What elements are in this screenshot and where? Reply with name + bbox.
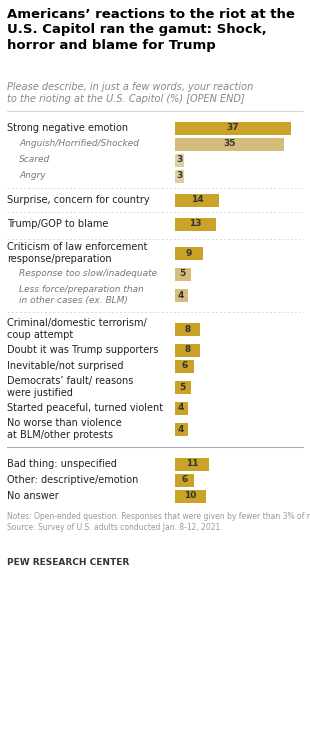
Bar xyxy=(175,457,209,471)
Bar xyxy=(175,246,203,260)
Bar xyxy=(175,169,184,183)
Bar xyxy=(175,489,206,503)
Bar xyxy=(175,422,188,436)
Bar xyxy=(175,343,200,357)
Text: Surprise, concern for country: Surprise, concern for country xyxy=(7,195,150,205)
Bar xyxy=(175,289,188,301)
Text: 35: 35 xyxy=(224,140,236,148)
Bar xyxy=(175,474,194,486)
Bar xyxy=(175,122,291,134)
Bar xyxy=(175,137,284,151)
Text: Bad thing: unspecified: Bad thing: unspecified xyxy=(7,459,117,469)
Bar xyxy=(175,154,184,166)
Bar xyxy=(175,193,219,207)
Text: 37: 37 xyxy=(227,124,239,133)
Text: Started peaceful, turned violent: Started peaceful, turned violent xyxy=(7,403,163,413)
Text: 6: 6 xyxy=(181,362,188,371)
Text: No answer: No answer xyxy=(7,491,59,501)
Text: 3: 3 xyxy=(177,172,183,181)
Text: Trump/GOP to blame: Trump/GOP to blame xyxy=(7,219,108,229)
Text: 13: 13 xyxy=(189,219,202,228)
Bar xyxy=(175,322,200,336)
Text: Democrats’ fault/ reasons
were justified: Democrats’ fault/ reasons were justified xyxy=(7,377,133,398)
Text: 11: 11 xyxy=(186,460,198,468)
Text: Inevitable/not surprised: Inevitable/not surprised xyxy=(7,361,123,371)
Text: 5: 5 xyxy=(180,383,186,392)
Text: 9: 9 xyxy=(186,248,192,257)
Text: 14: 14 xyxy=(191,195,203,204)
Text: Response too slow/inadequate: Response too slow/inadequate xyxy=(19,269,157,278)
Text: Criticism of law enforcement
response/preparation: Criticism of law enforcement response/pr… xyxy=(7,242,148,263)
Bar xyxy=(175,380,191,393)
Text: 4: 4 xyxy=(178,290,184,299)
Text: 10: 10 xyxy=(184,492,197,501)
Text: 3: 3 xyxy=(177,155,183,165)
Text: PEW RESEARCH CENTER: PEW RESEARCH CENTER xyxy=(7,558,129,567)
Text: 8: 8 xyxy=(184,325,191,333)
Bar xyxy=(175,268,191,280)
Text: Criminal/domestic terrorism/
coup attempt: Criminal/domestic terrorism/ coup attemp… xyxy=(7,319,147,339)
Text: Less force/preparation than
in other cases (ex. BLM): Less force/preparation than in other cas… xyxy=(19,286,144,304)
Text: Strong negative emotion: Strong negative emotion xyxy=(7,123,128,133)
Text: Americans’ reactions to the riot at the
U.S. Capitol ran the gamut: Shock,
horro: Americans’ reactions to the riot at the … xyxy=(7,8,295,52)
Text: 4: 4 xyxy=(178,424,184,433)
Bar xyxy=(175,360,194,372)
Bar xyxy=(175,401,188,415)
Text: Other: descriptive/emotion: Other: descriptive/emotion xyxy=(7,475,138,485)
Text: Please describe, in just a few words, your reaction
to the rioting at the U.S. C: Please describe, in just a few words, yo… xyxy=(7,82,253,104)
Text: 8: 8 xyxy=(184,345,191,354)
Text: 5: 5 xyxy=(180,269,186,278)
Text: 4: 4 xyxy=(178,404,184,413)
Text: Angry: Angry xyxy=(19,172,46,181)
Text: Doubt it was Trump supporters: Doubt it was Trump supporters xyxy=(7,345,158,355)
Text: Scared: Scared xyxy=(19,155,50,165)
Text: 6: 6 xyxy=(181,475,188,484)
Text: Notes: Open-ended question. Responses that were given by fewer than 3% of respon: Notes: Open-ended question. Responses th… xyxy=(7,512,310,533)
Bar xyxy=(175,218,216,231)
Text: Anguish/Horrified/Shocked: Anguish/Horrified/Shocked xyxy=(19,140,139,148)
Text: No worse than violence
at BLM/other protests: No worse than violence at BLM/other prot… xyxy=(7,419,122,439)
